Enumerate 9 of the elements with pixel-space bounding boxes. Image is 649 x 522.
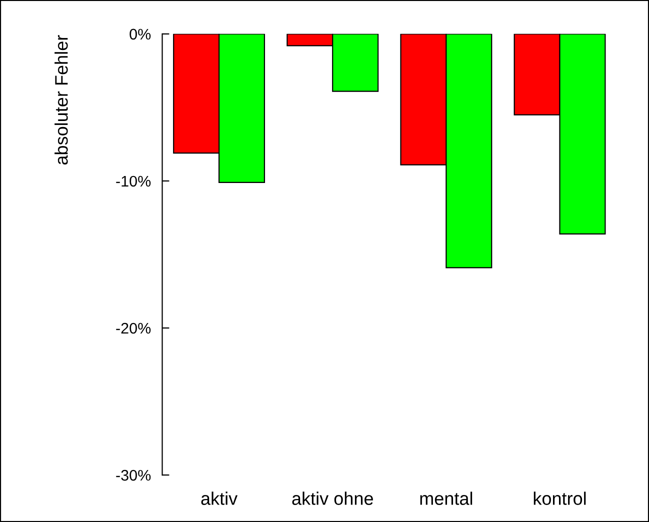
x-tick-label: kontrol [534, 492, 586, 505]
y-tick-label: -10% [116, 176, 151, 187]
x-tick-label: mental [420, 492, 472, 505]
x-tick-label: aktiv [201, 492, 238, 505]
y-tick-label: -20% [116, 322, 151, 334]
x-tick-label: aktiv ohne [292, 492, 373, 505]
y-tick-label: -30% [116, 470, 151, 481]
y-axis-title: absoluter Fehler [54, 35, 68, 165]
y-tick-label: 0% [130, 28, 151, 40]
